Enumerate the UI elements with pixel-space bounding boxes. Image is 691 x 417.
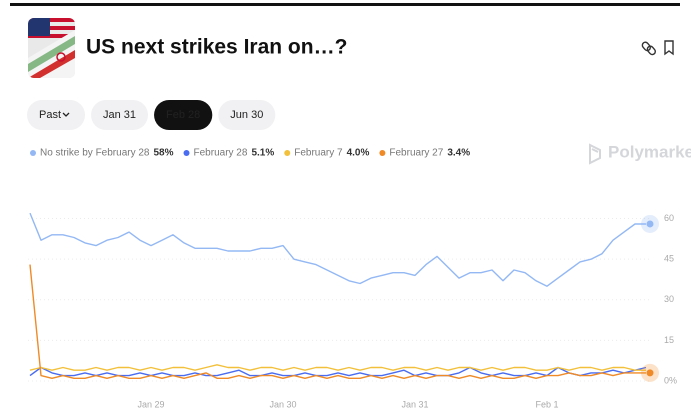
series-line: [29, 264, 646, 379]
filter-button[interactable]: Feb 28: [154, 100, 213, 130]
x-tick-label: Jan 30: [269, 399, 296, 409]
series-line: [29, 212, 646, 287]
chart: 0% 15 30 45 60 Jan 29 Jan 30 Jan 31 Feb 1: [28, 212, 677, 409]
filter-button[interactable]: Jan 31: [91, 100, 149, 130]
y-tick-label: 45: [664, 254, 674, 264]
filter-label: Feb 28: [166, 109, 200, 121]
legend-value: 4.0%: [347, 148, 370, 159]
filter-button[interactable]: Past: [27, 100, 86, 130]
legend-value: 3.4%: [447, 148, 470, 159]
y-tick-label: 0%: [664, 375, 677, 385]
legend-dot: [183, 150, 190, 156]
filter-label: Jun 30: [230, 109, 263, 121]
legend-dot: [30, 150, 36, 156]
y-tick-label: 15: [664, 335, 674, 345]
series-line: [29, 364, 646, 371]
watermark-logo: [589, 143, 601, 165]
chevron: [62, 112, 70, 117]
legend-name: No strike by February 28: [40, 148, 150, 159]
y-tick-label: 30: [664, 294, 674, 304]
filter-bg: [218, 100, 276, 130]
legend-value: 58%: [154, 148, 174, 159]
legend-value: 5.1%: [251, 148, 274, 159]
legend-name: February 28: [194, 148, 248, 159]
end-dot: [646, 220, 654, 228]
watermark: Polymarket: [608, 142, 691, 161]
series-line: [29, 366, 647, 377]
end-dot: [646, 369, 654, 377]
legend: No strike by February 28 58% February 28 5.…: [30, 148, 470, 159]
legend-dot: [379, 150, 386, 156]
x-tick-label: Feb 1: [535, 399, 558, 409]
market-icon: [28, 18, 75, 78]
legend-name: February 27: [389, 148, 443, 159]
legend-name: February 7: [294, 148, 343, 159]
y-tick-label: 60: [664, 213, 674, 223]
market-title: US next strikes Iran on…?: [86, 36, 347, 59]
filter-bg: [154, 100, 213, 130]
filter-bg: [27, 100, 86, 130]
filter-label: Jan 31: [103, 109, 136, 121]
legend-dot: [284, 150, 291, 156]
x-tick-label: Jan 29: [137, 399, 164, 409]
x-tick-label: Jan 31: [401, 399, 428, 409]
link-icon[interactable]: [641, 41, 656, 56]
top-bar: [10, 3, 680, 6]
filter-label: Past: [39, 109, 61, 121]
filter-bg: [91, 100, 149, 130]
bookmark-icon[interactable]: [664, 40, 674, 56]
filter-bar: Past Jan 31 Feb 28 Jun 30: [27, 100, 276, 130]
filter-button[interactable]: Jun 30: [218, 100, 276, 130]
